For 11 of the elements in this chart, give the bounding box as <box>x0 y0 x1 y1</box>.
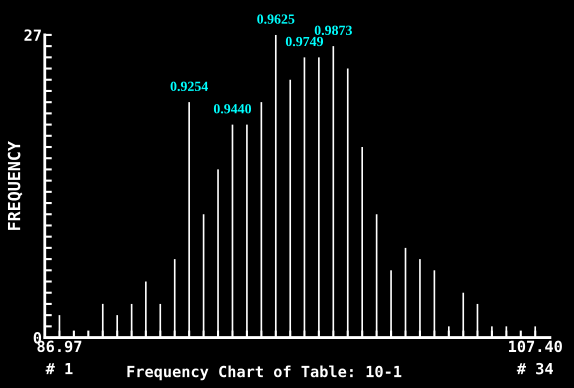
y-tick-label: 27 <box>24 29 41 41</box>
annotation: 0.9749 <box>286 36 324 46</box>
annotation: 0.9254 <box>170 82 208 92</box>
text: # 34 <box>516 362 553 374</box>
text: Frequency Chart of Table: 10-1 <box>127 365 402 380</box>
y-axis-title: FREQUENCY <box>8 141 22 230</box>
annotation: 0.9873 <box>314 26 352 36</box>
text: # 1 <box>46 363 73 374</box>
annotation: 0.9440 <box>214 104 252 114</box>
x-tick-label: 107.40 <box>509 340 562 352</box>
annotation: 0.9625 <box>257 14 294 24</box>
